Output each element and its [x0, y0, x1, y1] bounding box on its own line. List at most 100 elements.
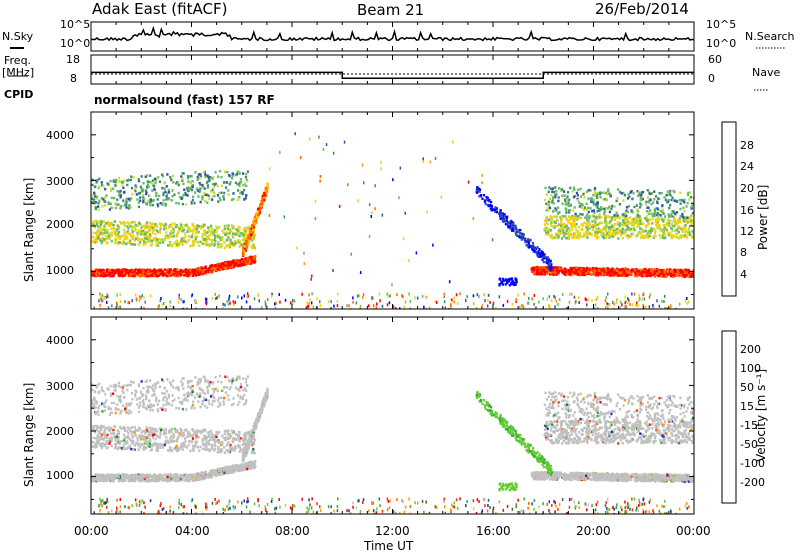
- power-cell: [103, 228, 106, 231]
- power-cell: [391, 283, 393, 287]
- power-cell: [211, 188, 214, 192]
- power-cell: [672, 224, 675, 228]
- power-cell: [670, 226, 673, 230]
- power-cell: [565, 208, 568, 212]
- power-cell: [681, 212, 684, 216]
- power-cell: [452, 140, 454, 144]
- power-cell: [596, 231, 600, 234]
- power-cell: [601, 221, 604, 224]
- power-cell: [215, 234, 218, 237]
- power-cell: [194, 239, 197, 243]
- power-cell: [250, 260, 253, 264]
- power-cell: [348, 304, 350, 308]
- power-cell: [623, 268, 626, 271]
- power-cell: [598, 271, 601, 275]
- power-cell: [543, 273, 546, 276]
- power-cell: [163, 225, 166, 228]
- power-cell: [625, 305, 627, 309]
- power-cell: [108, 237, 111, 240]
- power-cell: [629, 227, 632, 231]
- power-cell: [653, 210, 657, 214]
- power-cell: [238, 226, 241, 229]
- power-cell: [659, 234, 662, 237]
- power-cell: [687, 271, 691, 275]
- power-cell: [226, 264, 229, 268]
- power-cell: [101, 293, 104, 297]
- power-cell: [549, 261, 552, 265]
- power-cell: [110, 227, 113, 230]
- power-cell: [245, 173, 248, 176]
- power-cell: [552, 220, 555, 224]
- power-cell: [578, 301, 580, 304]
- power-cell: [145, 225, 148, 229]
- power-cell: [131, 192, 134, 196]
- power-cell: [222, 302, 224, 306]
- power-cell: [161, 186, 164, 190]
- power-cell: [98, 199, 101, 203]
- power-cell: [584, 216, 587, 219]
- power-cell: [573, 223, 576, 226]
- power-cell: [98, 299, 100, 303]
- power-cell: [621, 223, 624, 227]
- power-cell: [618, 231, 621, 234]
- power-cell: [118, 274, 121, 277]
- power-cell: [107, 234, 110, 237]
- power-cell: [530, 244, 533, 248]
- power-cell: [151, 179, 154, 182]
- power-cell: [549, 224, 553, 227]
- power-cell: [629, 191, 632, 194]
- power-cell: [219, 236, 222, 239]
- power-cell: [672, 274, 675, 278]
- power-cell: [666, 200, 669, 204]
- power-cell: [668, 221, 671, 225]
- power-cell: [202, 170, 205, 174]
- power-cell: [644, 267, 647, 271]
- power-cell: [554, 207, 557, 210]
- power-cell: [232, 232, 235, 235]
- power-cell: [615, 227, 618, 231]
- power-cell: [526, 238, 529, 241]
- power-cell: [254, 255, 257, 258]
- power-cell: [626, 210, 629, 214]
- power-cell: [145, 191, 148, 195]
- power-cell: [172, 181, 175, 184]
- power-cell: [670, 194, 673, 197]
- power-cell: [133, 272, 136, 275]
- power-cell: [587, 197, 590, 201]
- power-cell: [141, 195, 145, 199]
- power-cell: [229, 238, 232, 242]
- power-cell: [223, 191, 226, 195]
- power-cell: [598, 267, 601, 271]
- power-cell: [249, 229, 252, 232]
- power-cell: [608, 303, 611, 307]
- power-cell: [656, 217, 659, 221]
- power-cell: [556, 236, 559, 240]
- power-cell: [136, 234, 139, 237]
- power-cell: [204, 242, 207, 245]
- power-cell: [159, 223, 163, 227]
- power-cell: [145, 221, 149, 224]
- power-cell: [222, 195, 225, 198]
- power-cell: [609, 274, 612, 277]
- power-cell: [361, 163, 364, 167]
- power-cell: [498, 295, 501, 299]
- power-cell: [653, 212, 656, 216]
- power-cell: [585, 202, 588, 205]
- power-cell: [491, 238, 494, 242]
- power-cell: [129, 224, 132, 228]
- power-cell: [143, 237, 146, 240]
- power-cell: [225, 181, 228, 184]
- power-cell: [503, 213, 506, 216]
- power-cell: [575, 268, 578, 272]
- power-cell: [554, 221, 557, 224]
- power-cell: [495, 307, 497, 309]
- power-cell: [191, 188, 194, 192]
- power-cell: [136, 231, 139, 235]
- power-cell: [674, 213, 677, 217]
- power-cell: [692, 219, 694, 222]
- power-cell: [650, 212, 653, 215]
- power-cell: [648, 295, 651, 299]
- power-cell: [192, 241, 195, 245]
- power-cell: [682, 220, 686, 223]
- power-cell: [595, 215, 598, 219]
